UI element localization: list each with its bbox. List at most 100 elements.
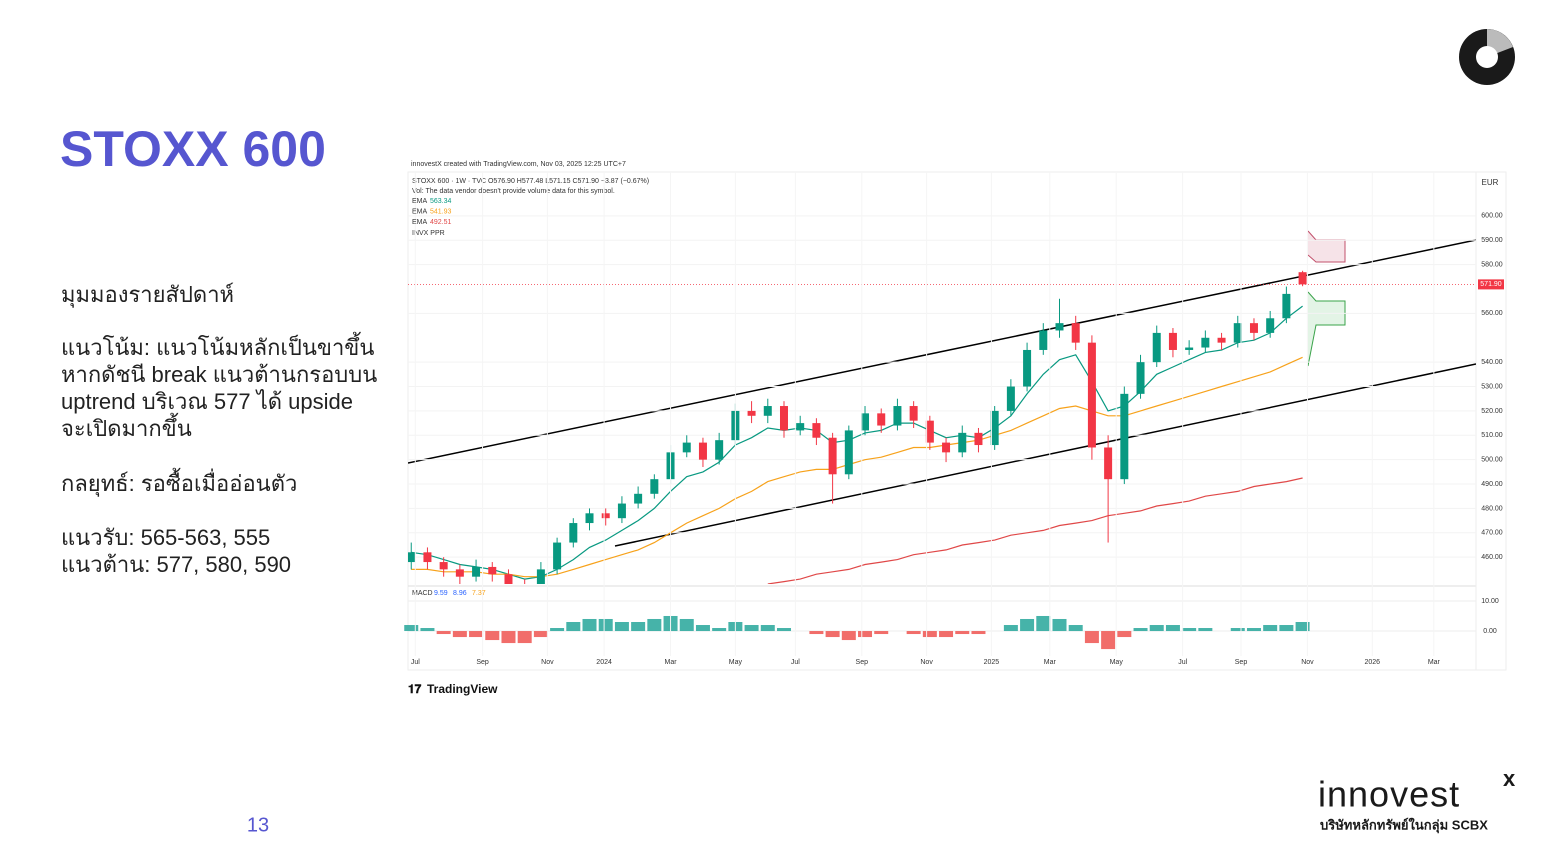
y-tick-label: 470.00 [1481, 530, 1503, 537]
x-tick-label: Nov [541, 659, 554, 666]
candle-body [958, 432, 967, 453]
text-line: uptrend บริเวณ 577 ได้ upside [61, 389, 353, 414]
study-name: INVX PPR [412, 230, 445, 237]
macd-tick-label: 0.00 [1483, 628, 1497, 635]
text-line: แนวโน้ม: แนวโน้มหลักเป็นขาขึ้น [61, 332, 374, 360]
candle-body [990, 410, 999, 446]
candle-body [1120, 393, 1129, 480]
macd-bar [631, 622, 646, 632]
legend-value: 563.34 [430, 198, 452, 205]
candle-body [1217, 337, 1226, 343]
x-tick-label: Jul [1178, 659, 1187, 666]
macd-bar [582, 618, 597, 632]
macd-bar [533, 631, 548, 638]
candle-body [1152, 332, 1161, 363]
macd-tick-label: 10.00 [1481, 598, 1499, 605]
text-line: จะเปิดมากขึ้น [61, 413, 192, 441]
macd-reading: 8.96 [453, 590, 467, 597]
macd-bar [647, 618, 662, 632]
candle-body [763, 406, 772, 416]
macd-bar [485, 631, 500, 641]
candle-body [1168, 332, 1177, 350]
y-tick-label: 600.00 [1481, 213, 1503, 220]
candle-body [942, 442, 951, 453]
candle-body [601, 513, 610, 519]
macd-bar [1101, 631, 1116, 650]
x-tick-label: Mar [665, 659, 678, 666]
macd-bar [971, 631, 986, 635]
x-tick-label: Jul [411, 659, 420, 666]
candle-body [715, 440, 724, 460]
tv-logo: 𝟏𝟕 TradingView [408, 682, 498, 696]
y-tick-label: 530.00 [1481, 383, 1503, 390]
candle-body [925, 420, 934, 443]
y-tick-label: 540.00 [1481, 359, 1503, 366]
candle-body [1136, 362, 1145, 394]
macd-bar [1165, 625, 1180, 632]
slide-title: STOXX 600 [60, 121, 326, 177]
macd-bar [1246, 628, 1261, 632]
macd-bar [1295, 622, 1310, 632]
legend-name: EMA [412, 208, 428, 215]
candle-body [423, 552, 432, 563]
x-tick-label: Mar [1044, 659, 1057, 666]
macd-bar [1263, 625, 1278, 632]
macd-bar [1020, 618, 1035, 632]
macd-bar [874, 631, 889, 635]
x-tick-label: Nov [920, 659, 933, 666]
macd-bar [922, 631, 937, 638]
candle-body [812, 423, 821, 438]
y-tick-label: 460.00 [1481, 554, 1503, 561]
candle-body [553, 542, 562, 570]
macd-bar [1003, 625, 1018, 632]
macd-bar [939, 631, 954, 638]
candle-body [779, 406, 788, 431]
macd-bar [1084, 631, 1099, 644]
macd-bar [517, 631, 532, 644]
macd-bar [1279, 625, 1294, 632]
macd-bar [1198, 628, 1213, 632]
price-pane [408, 215, 1476, 584]
macd-bar [420, 628, 435, 632]
logo-icon [1459, 29, 1515, 85]
legend-name: EMA [412, 198, 428, 205]
macd-bar [955, 631, 970, 635]
macd-bar [744, 625, 759, 632]
text-line: มุมมองรายสัปดาห์ [61, 282, 234, 308]
macd-bar [1182, 628, 1197, 632]
candle-body [1055, 323, 1064, 331]
macd-pane [404, 600, 1476, 650]
candle-body [488, 566, 497, 575]
macd-bar [614, 622, 629, 632]
candle-body [1282, 293, 1291, 319]
candle-body [1266, 318, 1275, 333]
candle-body [796, 423, 805, 431]
target-box-up [1307, 230, 1346, 263]
candle-body [698, 442, 707, 460]
macd-bar [469, 631, 484, 638]
macd-bar [1036, 615, 1051, 632]
y-tick-label: 500.00 [1481, 457, 1503, 464]
x-tick-label: May [1110, 659, 1124, 666]
macd-bar [1068, 625, 1083, 632]
candle-body [634, 493, 643, 504]
candle-body [1071, 323, 1080, 343]
currency: EUR [1482, 178, 1499, 187]
macd-bar [809, 631, 824, 635]
macd-bar [825, 631, 840, 638]
legend-name: EMA [412, 219, 428, 226]
candle-body [585, 513, 594, 524]
x-tick-label: Sep [856, 659, 869, 666]
channel-upper [408, 239, 1476, 464]
candle-body [1104, 447, 1113, 480]
text-line: หากดัชนี break แนวต้านกรอบบน [61, 362, 377, 387]
macd-bar [679, 618, 694, 632]
macd-bar [776, 628, 791, 632]
ema-line [411, 356, 1303, 578]
chart-symbol: STOXX 600 · 1W · TVC O576.90 H577.48 L57… [412, 178, 649, 185]
svg-text:𝟏𝟕: 𝟏𝟕 [408, 682, 422, 696]
x-tick-label: Mar [1428, 659, 1441, 666]
macd-bar [1117, 631, 1132, 638]
legend-value: 541.93 [430, 208, 452, 215]
legend-value: 492.51 [430, 219, 452, 226]
